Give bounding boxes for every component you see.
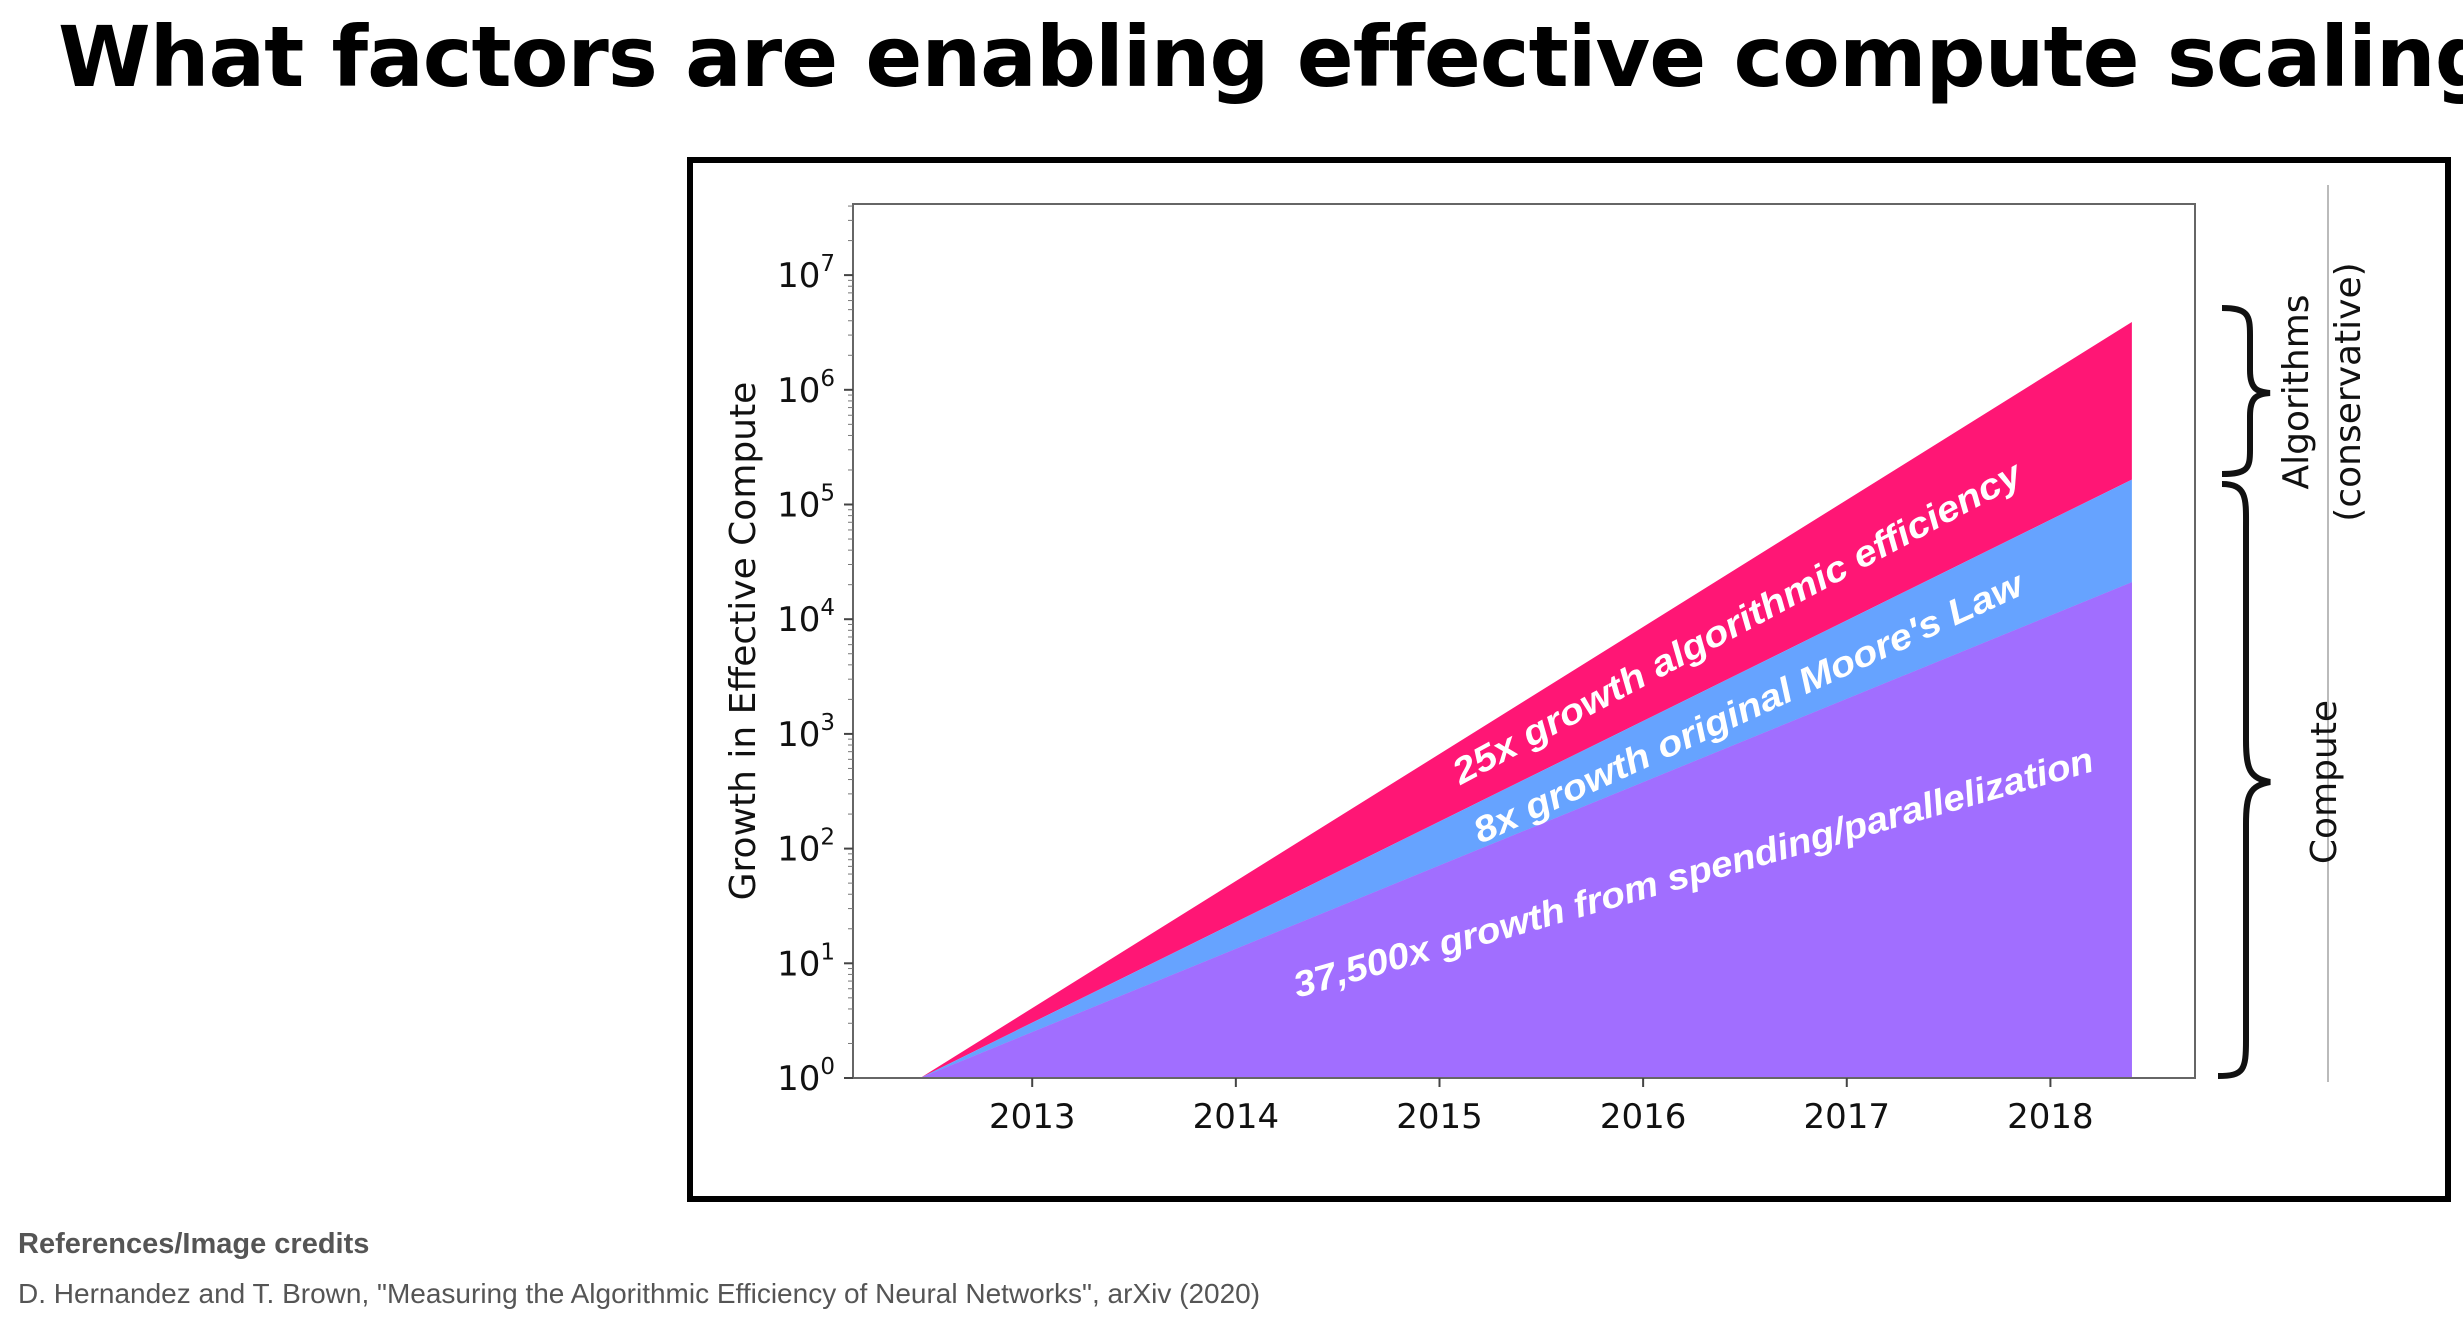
band-algorithmic-efficiency bbox=[920, 322, 2132, 1079]
references-citation: D. Hernandez and T. Brown, "Measuring th… bbox=[18, 1278, 1261, 1309]
plot-frame bbox=[852, 203, 2196, 1079]
y-tick-label: 100 bbox=[777, 1054, 835, 1099]
x-tick-label: 2016 bbox=[1600, 1097, 1687, 1137]
y-axis-label: Growth in Effective Compute bbox=[723, 382, 764, 901]
algorithms-brace bbox=[2221, 305, 2271, 477]
x-tick-label: 2018 bbox=[2007, 1097, 2094, 1137]
area-bands bbox=[920, 322, 2132, 1079]
x-tick-label: 2015 bbox=[1396, 1097, 1483, 1137]
y-tick-label: 104 bbox=[777, 595, 835, 640]
x-tick-label: 2013 bbox=[989, 1097, 1076, 1137]
compute-label: Compute bbox=[2304, 700, 2345, 864]
y-tick-label: 103 bbox=[777, 710, 835, 755]
band-base bbox=[920, 582, 2132, 1078]
x-axis-ticks: 2013 2014 2015 2016 2017 2018 bbox=[989, 1078, 2094, 1137]
algorithms-label: Algorithms bbox=[2276, 294, 2317, 489]
x-tick-label: 2017 bbox=[1804, 1097, 1891, 1137]
y-tick-label: 101 bbox=[777, 939, 835, 984]
figure-frame bbox=[687, 157, 2451, 1202]
y-tick-label: 102 bbox=[777, 825, 835, 870]
references-heading: References/Image credits bbox=[18, 1228, 370, 1260]
y-tick-label: 105 bbox=[777, 481, 835, 526]
y-axis-ticks: 100 101 102 103 104 105 106 107 bbox=[777, 205, 853, 1099]
y-tick-label: 106 bbox=[777, 366, 835, 411]
compute-brace bbox=[2217, 481, 2271, 1079]
x-tick-label: 2014 bbox=[1193, 1097, 1280, 1137]
conservative-label: (conservative) bbox=[2328, 262, 2369, 521]
y-tick-label: 107 bbox=[777, 251, 835, 296]
slide-title: What factors are enabling effective comp… bbox=[58, 8, 2463, 106]
